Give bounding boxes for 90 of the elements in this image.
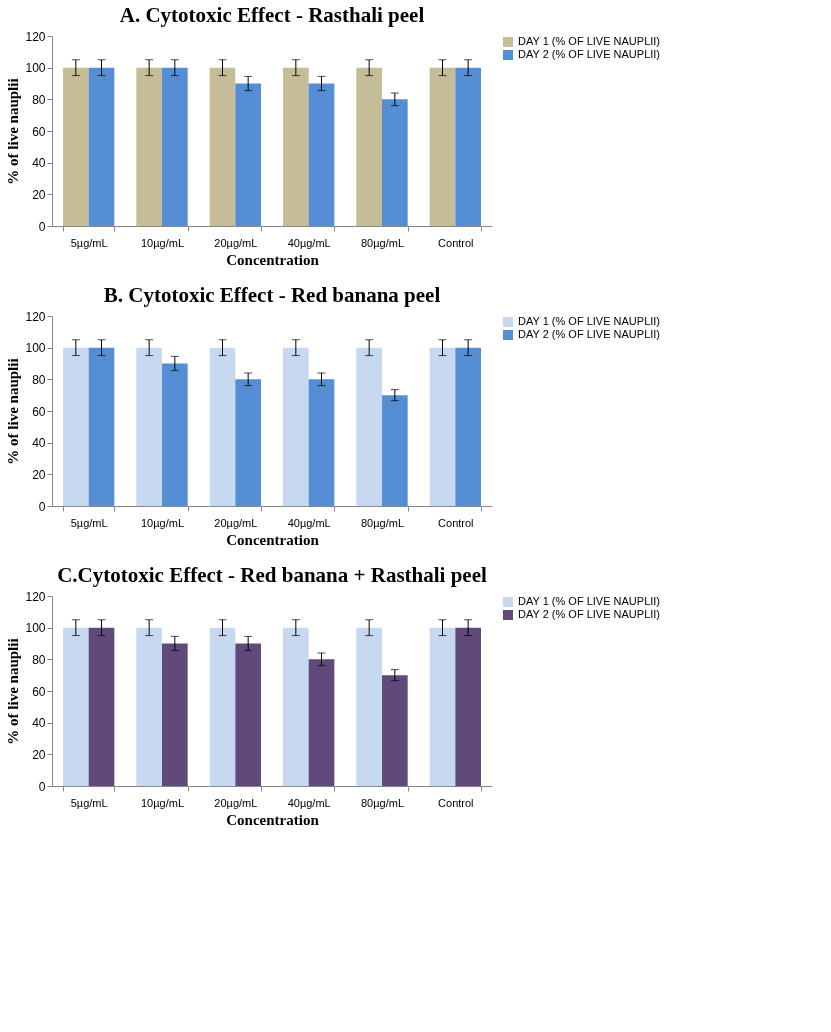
- y-tick-label: 120: [25, 29, 46, 44]
- y-tick-label: 40: [32, 156, 46, 171]
- y-tick-label: 80: [32, 92, 46, 107]
- y-tick-label: 20: [32, 467, 46, 482]
- bar: [88, 67, 115, 226]
- bar: [235, 643, 261, 786]
- bar: [356, 627, 382, 786]
- x-tick-label: 80µg/mL: [360, 236, 405, 249]
- x-tick-label: 10µg/mL: [140, 236, 185, 249]
- bar: [455, 67, 481, 226]
- x-tick-label: 5µg/mL: [70, 236, 108, 249]
- bar: [63, 627, 89, 786]
- y-axis-title: % of live nauplii: [5, 78, 22, 185]
- y-tick-label: 120: [25, 309, 46, 324]
- y-tick-label: 60: [32, 124, 46, 139]
- bar: [283, 347, 309, 506]
- x-axis-title: Concentration: [226, 251, 320, 268]
- legend-label: DAY 2 (% OF LIVE NAUPLII): [518, 48, 661, 60]
- x-tick-label: 40µg/mL: [287, 236, 331, 249]
- bar: [382, 395, 408, 506]
- legend-label: DAY 2 (% OF LIVE NAUPLII): [518, 608, 661, 620]
- y-axis-title: % of live nauplii: [5, 358, 22, 465]
- x-tick-label: 80µg/mL: [360, 516, 405, 529]
- y-tick-label: 20: [32, 187, 46, 202]
- chart-title: A. Cytotoxic Effect - Rasthali peel: [119, 3, 425, 27]
- x-tick-label: Control: [438, 516, 474, 529]
- x-tick-label: 20µg/mL: [214, 516, 258, 529]
- x-tick-label: Control: [438, 796, 474, 809]
- bar: [136, 67, 162, 226]
- y-tick-label: 120: [25, 589, 46, 604]
- bar: [209, 627, 236, 786]
- y-axis-title: % of live nauplii: [5, 638, 22, 745]
- bar: [209, 67, 236, 226]
- y-tick-label: 100: [25, 341, 46, 356]
- bar: [162, 363, 188, 506]
- x-tick-label: Control: [438, 236, 474, 249]
- x-axis-title: Concentration: [226, 811, 320, 828]
- x-tick-label: 40µg/mL: [287, 796, 331, 809]
- x-tick-label: 20µg/mL: [214, 236, 258, 249]
- bar: [88, 347, 115, 506]
- bar: [209, 347, 236, 506]
- bar: [283, 627, 309, 786]
- bar: [429, 67, 456, 226]
- chart-title: B. Cytotoxic Effect - Red banana peel: [103, 283, 441, 307]
- x-tick-label: 20µg/mL: [214, 796, 258, 809]
- bar: [162, 643, 188, 786]
- y-tick-label: 60: [32, 684, 46, 699]
- y-tick-label: 40: [32, 436, 46, 451]
- bar: [455, 627, 481, 786]
- y-tick-label: 20: [32, 747, 46, 762]
- bar: [283, 67, 309, 226]
- bar: [429, 627, 456, 786]
- y-tick-label: 0: [38, 499, 46, 514]
- y-tick-label: 100: [25, 621, 46, 636]
- y-tick-label: 100: [25, 61, 46, 76]
- bar: [308, 83, 335, 226]
- legend-label: DAY 1 (% OF LIVE NAUPLII): [518, 315, 661, 327]
- bar: [235, 83, 261, 226]
- bar: [382, 99, 408, 226]
- y-tick-label: 0: [38, 779, 46, 794]
- legend-label: DAY 1 (% OF LIVE NAUPLII): [518, 35, 661, 47]
- bar: [63, 67, 89, 226]
- y-tick-label: 60: [32, 404, 46, 419]
- x-tick-label: 40µg/mL: [287, 516, 331, 529]
- y-tick-label: 80: [32, 372, 46, 387]
- bar: [308, 379, 335, 506]
- y-tick-label: 40: [32, 716, 46, 731]
- bar: [162, 67, 188, 226]
- chart-title: C.Cytotoxic Effect - Red banana + Rasthali peel: [57, 563, 487, 587]
- bar: [136, 347, 162, 506]
- bar: [382, 675, 408, 786]
- x-tick-label: 5µg/mL: [70, 796, 108, 809]
- x-tick-label: 10µg/mL: [140, 516, 185, 529]
- x-axis-title: Concentration: [226, 531, 320, 548]
- y-tick-label: 0: [38, 219, 46, 234]
- y-tick-label: 80: [32, 652, 46, 667]
- bar: [63, 347, 89, 506]
- legend-label: DAY 1 (% OF LIVE NAUPLII): [518, 595, 661, 607]
- bar: [429, 347, 456, 506]
- x-tick-label: 80µg/mL: [360, 796, 405, 809]
- x-tick-label: 10µg/mL: [140, 796, 185, 809]
- bar: [308, 659, 335, 786]
- bar: [88, 627, 115, 786]
- bar: [136, 627, 162, 786]
- x-tick-label: 5µg/mL: [70, 516, 108, 529]
- bar: [455, 347, 481, 506]
- bar: [356, 347, 382, 506]
- legend-label: DAY 2 (% OF LIVE NAUPLII): [518, 328, 661, 340]
- bar: [235, 379, 261, 506]
- bar: [356, 67, 382, 226]
